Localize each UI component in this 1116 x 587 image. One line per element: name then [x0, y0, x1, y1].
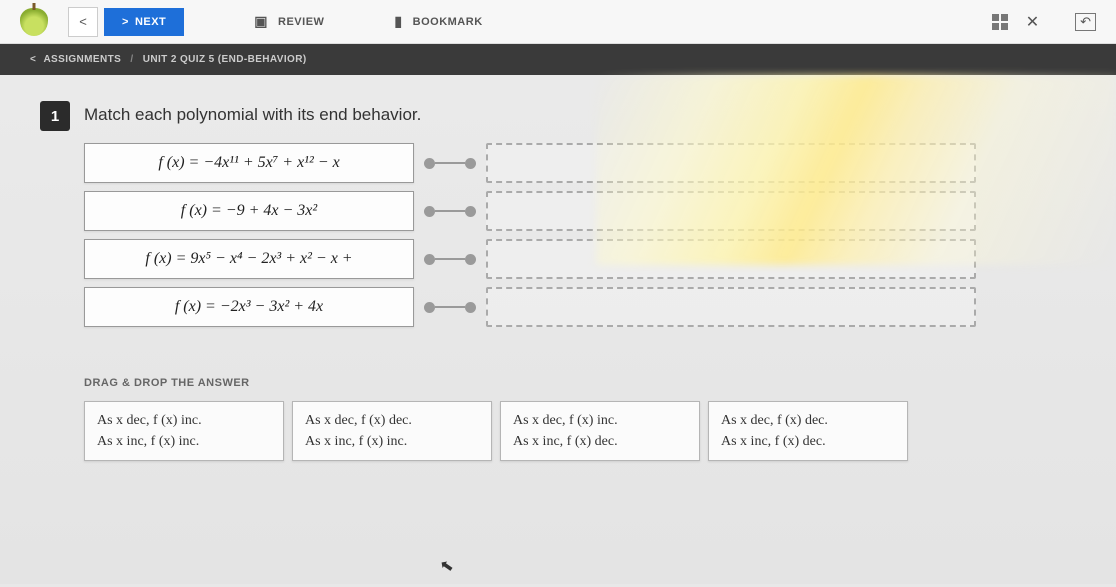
drop-slot[interactable]: [486, 239, 976, 279]
connector-dot-right[interactable]: [465, 158, 476, 169]
peardeck-logo[interactable]: [20, 8, 48, 36]
match-row: f (x) = 9x⁵ − x⁴ − 2x³ + x² − x +: [84, 239, 1076, 279]
answer-card[interactable]: As x dec, f (x) dec. As x inc, f (x) inc…: [292, 401, 492, 461]
polynomial-box[interactable]: f (x) = 9x⁵ − x⁴ − 2x³ + x² − x +: [84, 239, 414, 279]
connector-line: [435, 210, 465, 212]
connector-dot-left[interactable]: [424, 254, 435, 265]
answer-line: As x dec, f (x) inc.: [97, 410, 271, 431]
next-button-label: NEXT: [135, 16, 166, 28]
answer-line: As x inc, f (x) inc.: [305, 431, 479, 452]
polynomial-box[interactable]: f (x) = −2x³ − 3x² + 4x: [84, 287, 414, 327]
cursor-icon: ⬉: [438, 555, 455, 577]
drop-slot[interactable]: [486, 287, 976, 327]
right-tool-group: ✕ ↶: [992, 12, 1096, 32]
match-row: f (x) = −4x¹¹ + 5x⁷ + x¹² − x: [84, 143, 1076, 183]
polynomial-box[interactable]: f (x) = −4x¹¹ + 5x⁷ + x¹² − x: [84, 143, 414, 183]
review-button[interactable]: ▣ REVIEW: [254, 13, 324, 30]
match-connector: [424, 158, 476, 169]
connector-line: [435, 306, 465, 308]
connector-dot-left[interactable]: [424, 206, 435, 217]
connector-dot-right[interactable]: [465, 302, 476, 313]
answer-line: As x inc, f (x) inc.: [97, 431, 271, 452]
answer-line: As x inc, f (x) dec.: [513, 431, 687, 452]
question-content: 1 Match each polynomial with its end beh…: [0, 75, 1116, 584]
review-icon: ▣: [254, 13, 268, 30]
polynomial-expr: f (x) = −4x¹¹ + 5x⁷ + x¹² − x: [158, 154, 339, 172]
match-row: f (x) = −9 + 4x − 3x²: [84, 191, 1076, 231]
bookmark-button[interactable]: ▮ BOOKMARK: [394, 13, 482, 30]
top-toolbar: < > NEXT ▣ REVIEW ▮ BOOKMARK ✕ ↶: [0, 0, 1116, 44]
review-label: REVIEW: [278, 16, 324, 28]
connector-line: [435, 258, 465, 260]
drop-slot[interactable]: [486, 191, 976, 231]
next-button[interactable]: > NEXT: [104, 8, 184, 36]
polynomial-expr: f (x) = 9x⁵ − x⁴ − 2x³ + x² − x +: [145, 250, 352, 268]
breadcrumb-back-icon[interactable]: <: [30, 54, 36, 65]
connector-dot-right[interactable]: [465, 254, 476, 265]
chevron-right-icon: >: [122, 16, 129, 28]
undo-icon[interactable]: ↶: [1075, 13, 1096, 31]
answer-bank: DRAG & DROP THE ANSWER As x dec, f (x) i…: [84, 377, 1076, 461]
polynomial-box[interactable]: f (x) = −9 + 4x − 3x²: [84, 191, 414, 231]
matching-area: f (x) = −4x¹¹ + 5x⁷ + x¹² − x f (x) = −9…: [84, 143, 1076, 327]
breadcrumb-unit: UNIT 2 QUIZ 5 (END-BEHAVIOR): [143, 54, 307, 65]
apps-grid-icon[interactable]: [992, 14, 1008, 30]
match-connector: [424, 302, 476, 313]
answer-line: As x dec, f (x) inc.: [513, 410, 687, 431]
answer-bank-title: DRAG & DROP THE ANSWER: [84, 377, 1076, 389]
polynomial-expr: f (x) = −2x³ − 3x² + 4x: [175, 298, 323, 316]
close-icon[interactable]: ✕: [1026, 12, 1039, 32]
match-row: f (x) = −2x³ − 3x² + 4x: [84, 287, 1076, 327]
prev-button[interactable]: <: [68, 7, 98, 37]
question-number: 1: [40, 101, 70, 131]
breadcrumb-separator: /: [130, 54, 133, 65]
answer-line: As x dec, f (x) dec.: [305, 410, 479, 431]
answer-card[interactable]: As x dec, f (x) dec. As x inc, f (x) dec…: [708, 401, 908, 461]
bookmark-icon: ▮: [394, 13, 402, 30]
connector-dot-left[interactable]: [424, 158, 435, 169]
breadcrumb-assignments[interactable]: ASSIGNMENTS: [43, 54, 121, 65]
answer-line: As x dec, f (x) dec.: [721, 410, 895, 431]
drop-slot[interactable]: [486, 143, 976, 183]
breadcrumb: < ASSIGNMENTS / UNIT 2 QUIZ 5 (END-BEHAV…: [0, 44, 1116, 75]
bookmark-label: BOOKMARK: [413, 16, 483, 28]
match-connector: [424, 254, 476, 265]
answer-card[interactable]: As x dec, f (x) inc. As x inc, f (x) inc…: [84, 401, 284, 461]
connector-dot-left[interactable]: [424, 302, 435, 313]
question-prompt: Match each polynomial with its end behav…: [84, 101, 421, 125]
polynomial-expr: f (x) = −9 + 4x − 3x²: [181, 202, 317, 220]
answer-card[interactable]: As x dec, f (x) inc. As x inc, f (x) dec…: [500, 401, 700, 461]
connector-dot-right[interactable]: [465, 206, 476, 217]
connector-line: [435, 162, 465, 164]
match-connector: [424, 206, 476, 217]
question-header: 1 Match each polynomial with its end beh…: [40, 101, 1076, 131]
answer-line: As x inc, f (x) dec.: [721, 431, 895, 452]
chevron-left-icon: <: [79, 14, 87, 29]
answer-bank-row: As x dec, f (x) inc. As x inc, f (x) inc…: [84, 401, 1076, 461]
